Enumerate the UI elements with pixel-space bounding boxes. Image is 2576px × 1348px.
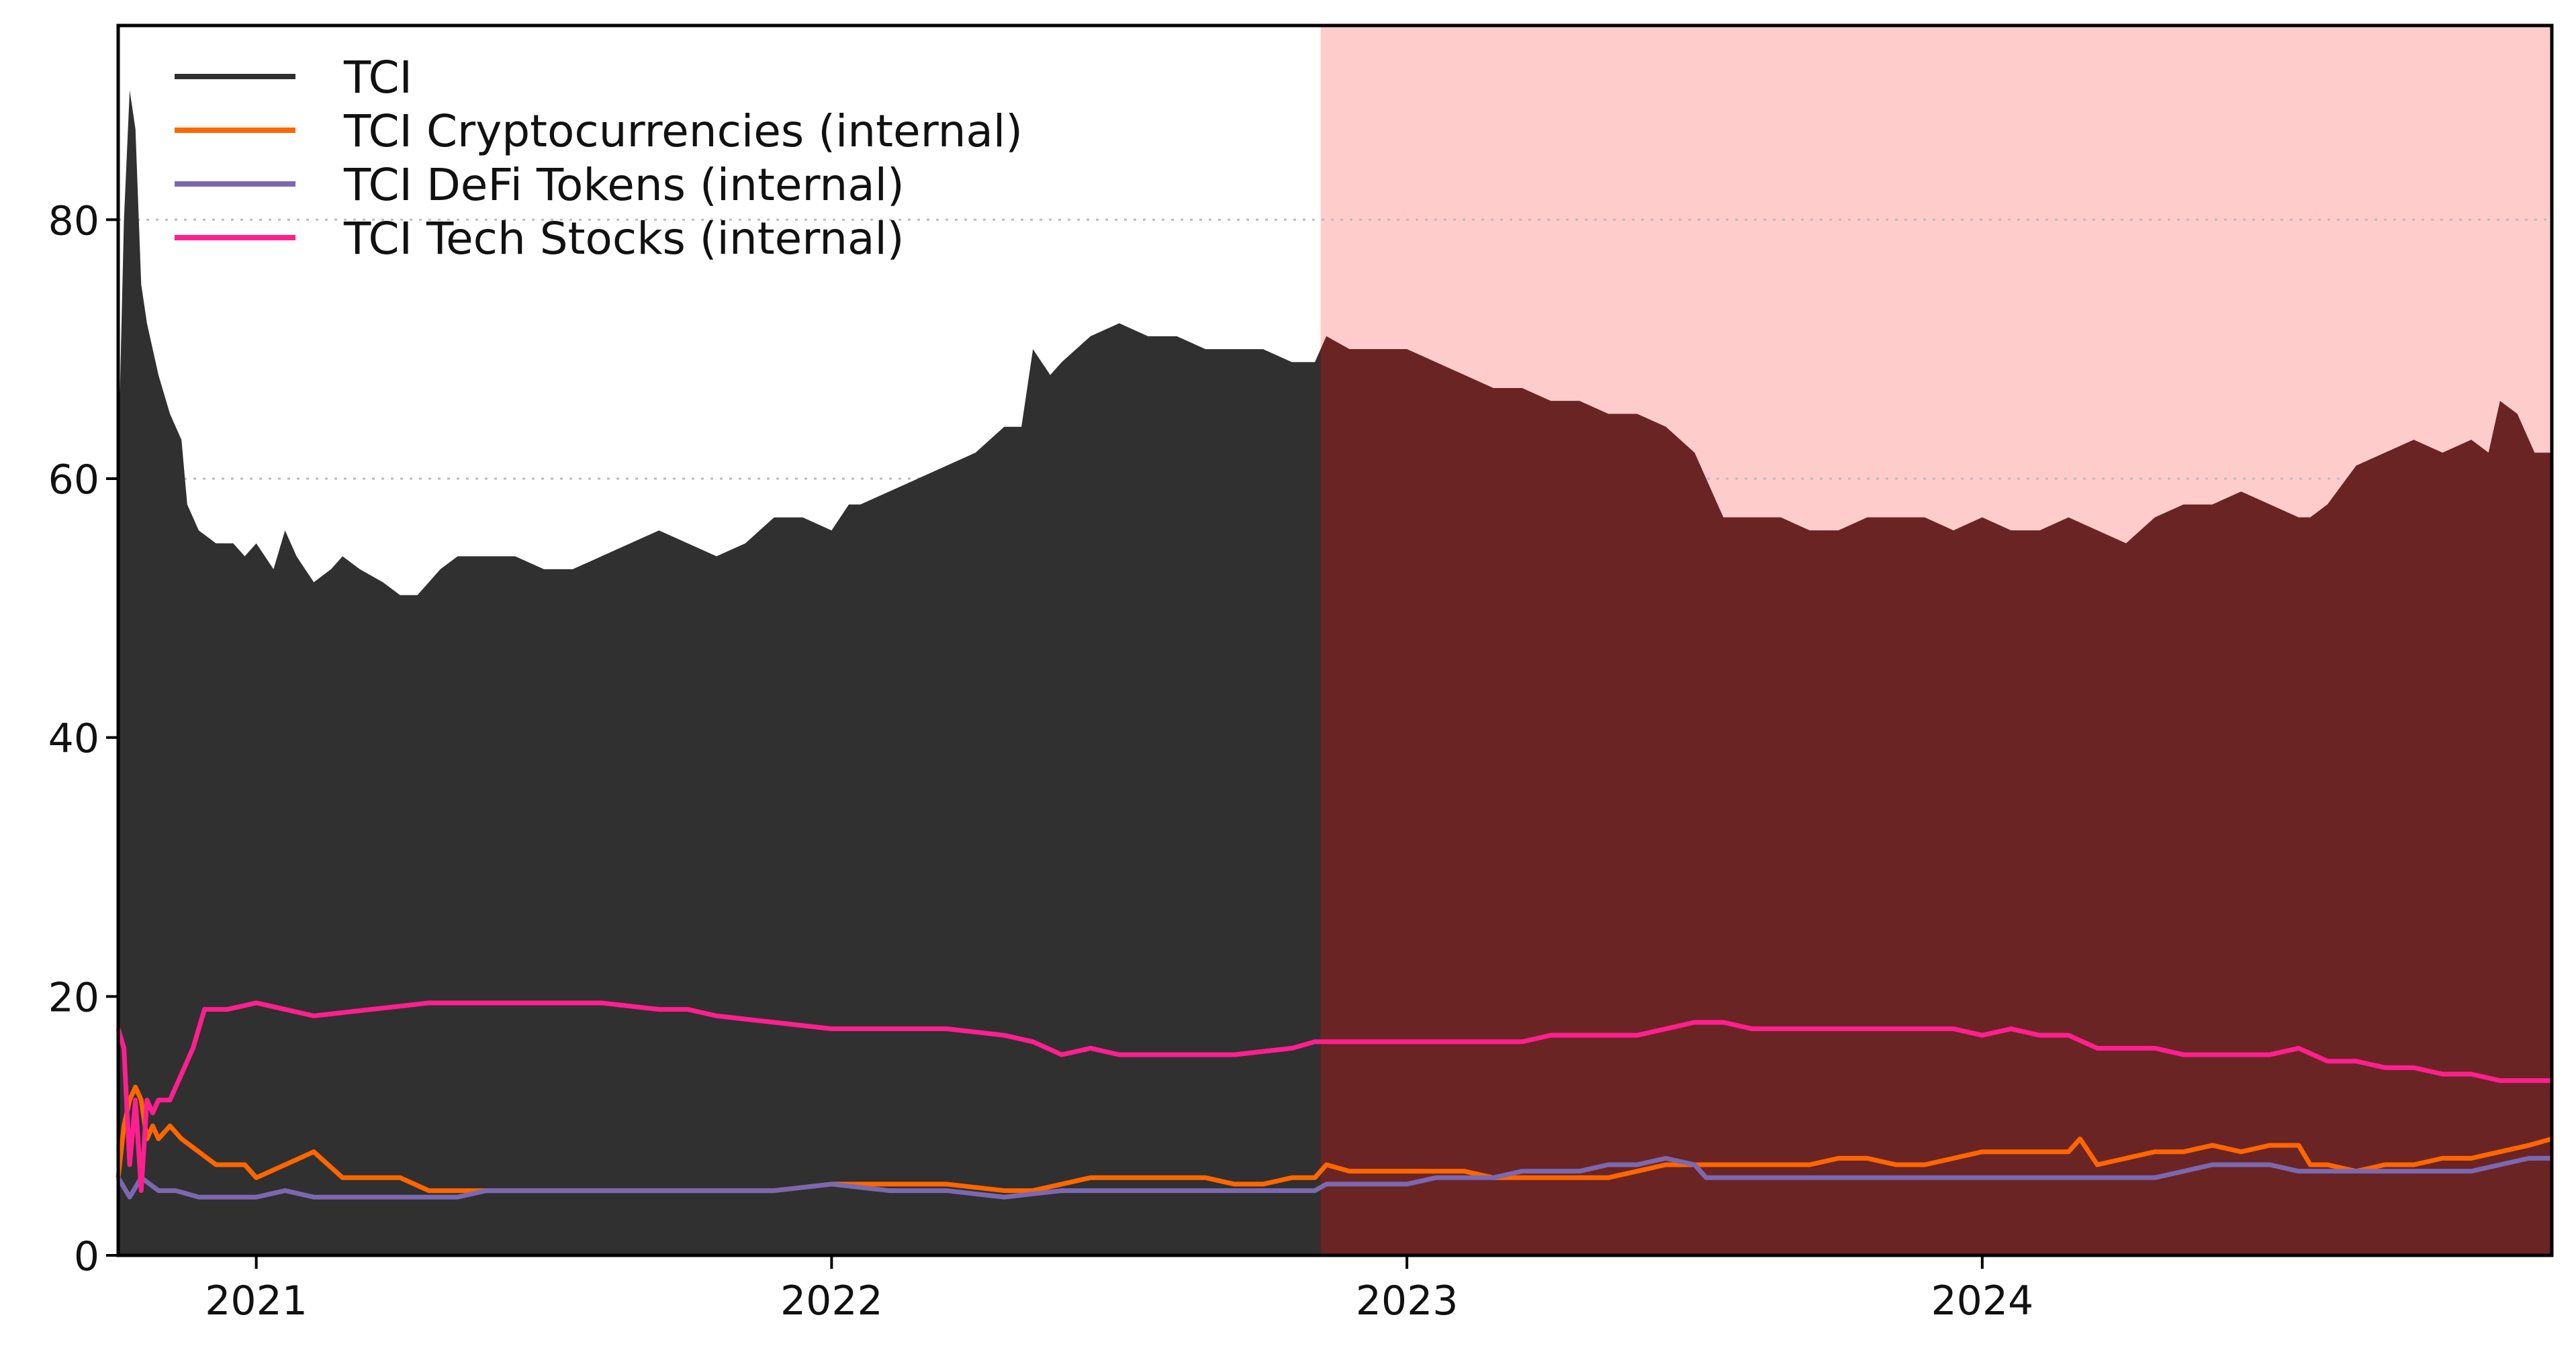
y-tick-label-40: 40 xyxy=(48,716,99,763)
x-tick-label-2021: 2021 xyxy=(205,1278,308,1325)
legend-label-2: TCI DeFi Tokens (internal) xyxy=(343,159,905,211)
grid-lines xyxy=(118,218,2552,480)
plot-frame xyxy=(116,23,2554,1257)
x-axis: 2021 2022 2023 2024 xyxy=(205,1255,2033,1325)
y-tick-label-0: 0 xyxy=(74,1233,99,1280)
legend-label-0: TCI xyxy=(343,52,412,103)
series-lines xyxy=(116,1000,2552,1200)
legend-label-3: TCI Tech Stocks (internal) xyxy=(343,213,905,264)
y-tick-label-60: 60 xyxy=(48,456,99,503)
x-tick-label-2024: 2024 xyxy=(1931,1278,2033,1325)
shaded-overlay-on-tci xyxy=(1320,336,2552,1255)
series-line-2 xyxy=(116,1155,2552,1200)
x-tick-label-2022: 2022 xyxy=(780,1278,883,1325)
y-tick-label-80: 80 xyxy=(48,197,99,244)
x-tick-label-2023: 2023 xyxy=(1356,1278,1459,1325)
series-line-1 xyxy=(116,1084,2552,1194)
y-axis: 0 20 40 60 80 xyxy=(48,197,118,1280)
series-line-3 xyxy=(116,1000,2552,1194)
legend-label-1: TCI Cryptocurrencies (internal) xyxy=(343,105,1023,157)
y-tick-label-20: 20 xyxy=(48,974,99,1021)
